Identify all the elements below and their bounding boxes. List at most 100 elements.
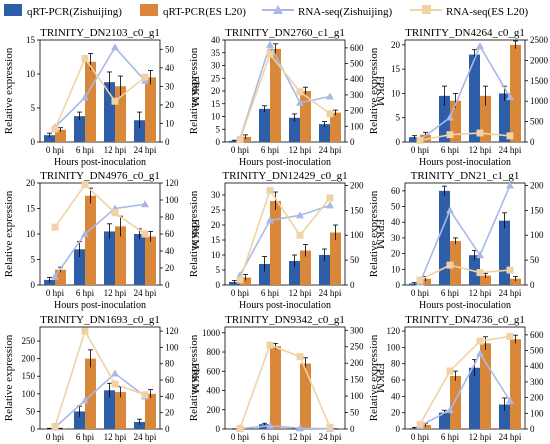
- x-tick-label: 6 hpi: [441, 145, 460, 155]
- plot-frame: [404, 39, 526, 143]
- line-point: [266, 341, 274, 349]
- panel-title: TRINITY_DN4264_c0_g1: [405, 27, 525, 39]
- bar: [74, 411, 85, 429]
- series-line: [419, 132, 511, 142]
- right-tick-label: 50: [350, 408, 360, 418]
- line-point: [416, 420, 424, 428]
- bar: [115, 86, 126, 142]
- right-tick-label: 0: [165, 424, 170, 434]
- left-tick-label: 10: [211, 112, 221, 122]
- y-axis-label: Relative expression: [368, 47, 380, 134]
- line-point: [51, 223, 59, 231]
- left-tick-label: 0: [31, 280, 36, 290]
- bar: [450, 375, 461, 429]
- left-tick-label: 15: [211, 235, 221, 245]
- left-tick-label: 30: [391, 233, 401, 243]
- right-tick-label: 300: [350, 325, 364, 335]
- x-tick-label: 12 hpi: [469, 145, 492, 155]
- bar: [300, 91, 311, 142]
- bar: [510, 278, 521, 285]
- line-point: [506, 132, 514, 140]
- series-line: [419, 44, 511, 141]
- bar: [510, 339, 521, 429]
- right-tick-label: 150: [530, 205, 544, 215]
- line-point: [296, 424, 304, 432]
- x-tick-label: 12 hpi: [289, 288, 312, 298]
- line-point: [111, 209, 119, 217]
- legend-swatch-qrt-esl20: [140, 4, 158, 16]
- bar: [115, 392, 126, 429]
- chart-panel-6: TRINITY_DN21_c1_g1 0 10 20 30 40 50 60 0 50 100 150…: [368, 170, 544, 311]
- right-tick-label: 400: [530, 361, 544, 371]
- right-tick-label: 60: [165, 375, 175, 385]
- left-tick-label: 20: [26, 178, 36, 188]
- x-tick-label: 0 hpi: [411, 432, 430, 442]
- left-tick-label: 10: [211, 250, 221, 260]
- right-tick-label: 100: [350, 121, 364, 131]
- y-axis-label: Relative expression: [368, 190, 380, 277]
- y-axis-label: Relative expression: [368, 334, 380, 421]
- series-line: [419, 352, 511, 427]
- x-axis-label: Hours post-inoculation: [419, 157, 511, 168]
- right-tick-label: 200: [530, 180, 544, 190]
- right-tick-label: 80: [165, 359, 175, 369]
- right-tick-label: 120: [165, 326, 179, 336]
- left-tick-label: 400: [207, 386, 221, 396]
- left-tick-label: 150: [22, 371, 36, 381]
- x-tick-label: 24 hpi: [319, 432, 342, 442]
- bar: [330, 112, 341, 142]
- chart-panel-9: TRINITY_DN4736_c0_g1 0 20 40 60 80 100 120 0 100 2…: [368, 314, 544, 442]
- bar: [270, 201, 281, 285]
- line-point: [326, 201, 334, 209]
- legend-swatch-qrt-zishuijing: [4, 4, 22, 16]
- line-point: [476, 129, 484, 137]
- line-point: [51, 272, 59, 280]
- line-point: [81, 93, 89, 101]
- bar: [145, 77, 156, 142]
- line-point: [51, 423, 59, 431]
- legend-label-rnaseq-esl20: RNA-seq(ES L20): [446, 6, 529, 18]
- line-point: [476, 337, 484, 345]
- left-tick-label: 10: [26, 229, 36, 239]
- bar: [469, 54, 480, 143]
- bar: [259, 108, 270, 142]
- bar: [409, 137, 420, 142]
- x-tick-label: 0 hpi: [411, 145, 430, 155]
- left-tick-label: 30: [211, 190, 221, 200]
- right-tick-label: 0: [165, 137, 170, 147]
- right-tick-label: 10: [165, 118, 175, 128]
- legend-label-rnaseq-zishuijing: RNA-seq(Zishuijing): [298, 6, 392, 18]
- right-tick-label: 600: [530, 330, 544, 340]
- line-point: [446, 406, 454, 414]
- bar: [55, 269, 66, 285]
- line-point: [506, 181, 514, 189]
- chart-panel-2: TRINITY_DN2760_c1_g105101520253035400100…: [188, 27, 386, 168]
- bar: [229, 140, 240, 142]
- x-tick-label: 0 hpi: [231, 145, 250, 155]
- x-tick-label: 6 hpi: [76, 432, 95, 442]
- left-tick-label: 200: [207, 405, 221, 415]
- x-tick-label: 24 hpi: [134, 432, 157, 442]
- bar: [104, 82, 115, 142]
- right-tick-label: 600: [350, 43, 364, 53]
- y-axis-label: Relative expression: [188, 190, 200, 277]
- line-point: [446, 367, 454, 375]
- line-point: [446, 261, 454, 269]
- left-tick-label: 0: [216, 137, 221, 147]
- x-tick-label: 6 hpi: [441, 288, 460, 298]
- bar: [469, 255, 480, 285]
- line-point: [141, 73, 149, 81]
- left-tick-label: 100: [22, 389, 36, 399]
- line-point: [506, 396, 514, 404]
- bar: [450, 100, 461, 142]
- left-tick-label: 5: [396, 113, 401, 123]
- right-tick-label: 100: [530, 230, 544, 240]
- plot-frame: [224, 182, 346, 286]
- right-tick-label: 100: [165, 342, 179, 352]
- plot-frame: [224, 326, 346, 430]
- legend-marker-rnaseq-esl20: [422, 5, 431, 14]
- legend-entry-rnaseq-esl20: RNA-seq(ES L20): [410, 5, 529, 18]
- plot-frame: [39, 39, 161, 143]
- left-tick-label: 15: [391, 64, 401, 74]
- left-tick-label: 10: [26, 69, 36, 79]
